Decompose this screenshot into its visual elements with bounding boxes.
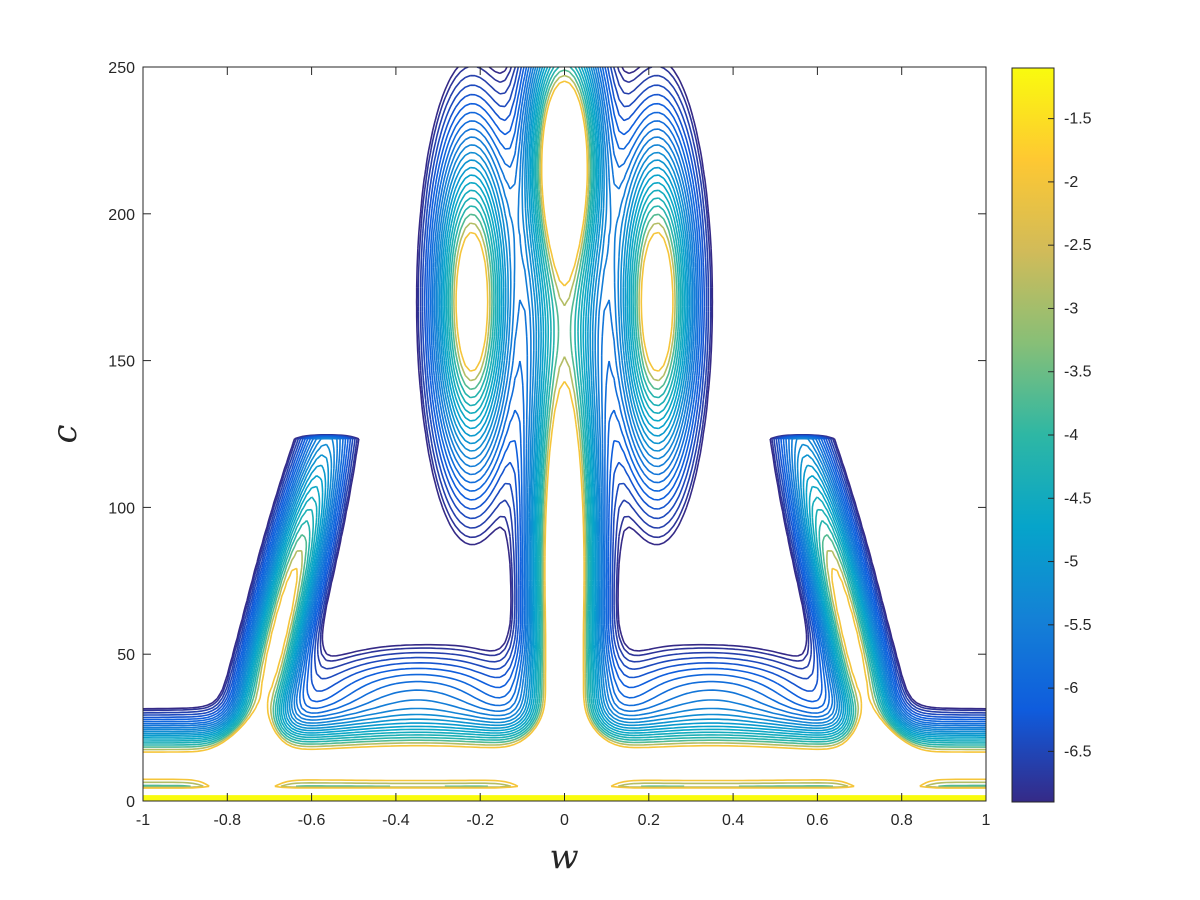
contour-level-line xyxy=(143,67,986,744)
y-axis-title: c xyxy=(45,424,85,443)
contour-level-line xyxy=(143,67,986,740)
contour-level-line xyxy=(143,67,986,738)
x-tick-label: -0.4 xyxy=(382,812,410,829)
contour-level-line xyxy=(143,67,986,712)
contour-level-line xyxy=(143,67,986,714)
y-tick-label: 100 xyxy=(108,500,135,517)
colorbar-tick-label: -4 xyxy=(1064,427,1078,444)
colorbar-tick-label: -3 xyxy=(1064,300,1078,317)
colorbar xyxy=(1012,68,1054,802)
x-tick-label: 0 xyxy=(560,812,569,829)
x-tick-label: 1 xyxy=(982,812,991,829)
y-tick-label: 200 xyxy=(108,207,135,224)
colorbar-tick-label: -6 xyxy=(1064,680,1078,697)
y-tick-label: 250 xyxy=(108,60,135,77)
contour-level-line xyxy=(143,67,986,735)
contour-level-line xyxy=(143,67,986,727)
colorbar-tick-label: -4.5 xyxy=(1064,490,1092,507)
x-tick-label: -1 xyxy=(136,812,150,829)
x-tick-label: -0.2 xyxy=(466,812,494,829)
colorbar-tick-label: -2.5 xyxy=(1064,237,1092,254)
x-axis-title: w xyxy=(549,837,578,877)
y-tick-label: 0 xyxy=(126,794,135,811)
y-axis: 0 50 100 150 200 250 xyxy=(108,60,986,811)
contour-level-line xyxy=(143,80,986,789)
contour-level-line xyxy=(143,67,986,729)
contour-lines xyxy=(143,67,986,801)
y-tick-label: 50 xyxy=(117,647,135,664)
x-axis: -1 -0.8 -0.6 -0.4 -0.2 0 0.2 0.4 0.6 0.8 1 xyxy=(136,67,991,829)
contour-level-line xyxy=(143,67,986,723)
contour-level-line xyxy=(143,67,986,719)
colorbar-tick-label: -2 xyxy=(1064,174,1078,191)
colorbar-ticks: -1.5 -2 -2.5 -3 -3.5 -4 -4.5 -5 -5.5 -6 -6.5 xyxy=(1048,111,1092,760)
x-tick-label: -0.6 xyxy=(298,812,326,829)
contour-level-line xyxy=(143,67,986,731)
colorbar-tick-label: -6.5 xyxy=(1064,743,1092,760)
contour-level-line xyxy=(143,67,986,721)
x-tick-label: -0.8 xyxy=(214,812,242,829)
contour-level-line xyxy=(143,67,986,742)
contour-level-line xyxy=(143,67,986,733)
contour-level-line xyxy=(143,67,986,737)
colorbar-tick-label: -1.5 xyxy=(1064,111,1092,128)
x-tick-label: 0.2 xyxy=(638,812,660,829)
x-tick-label: 0.6 xyxy=(806,812,828,829)
colorbar-tick-label: -5 xyxy=(1064,554,1078,571)
contour-level-line xyxy=(143,67,986,746)
colorbar-tick-label: -3.5 xyxy=(1064,364,1092,381)
x-tick-label: 0.8 xyxy=(891,812,913,829)
contour-level-line xyxy=(143,67,986,725)
y-tick-label: 150 xyxy=(108,354,135,371)
contour-level-line xyxy=(143,67,986,710)
contour-level-line xyxy=(143,67,986,716)
x-tick-label: 0.4 xyxy=(722,812,744,829)
colorbar-tick-label: -5.5 xyxy=(1064,617,1092,634)
